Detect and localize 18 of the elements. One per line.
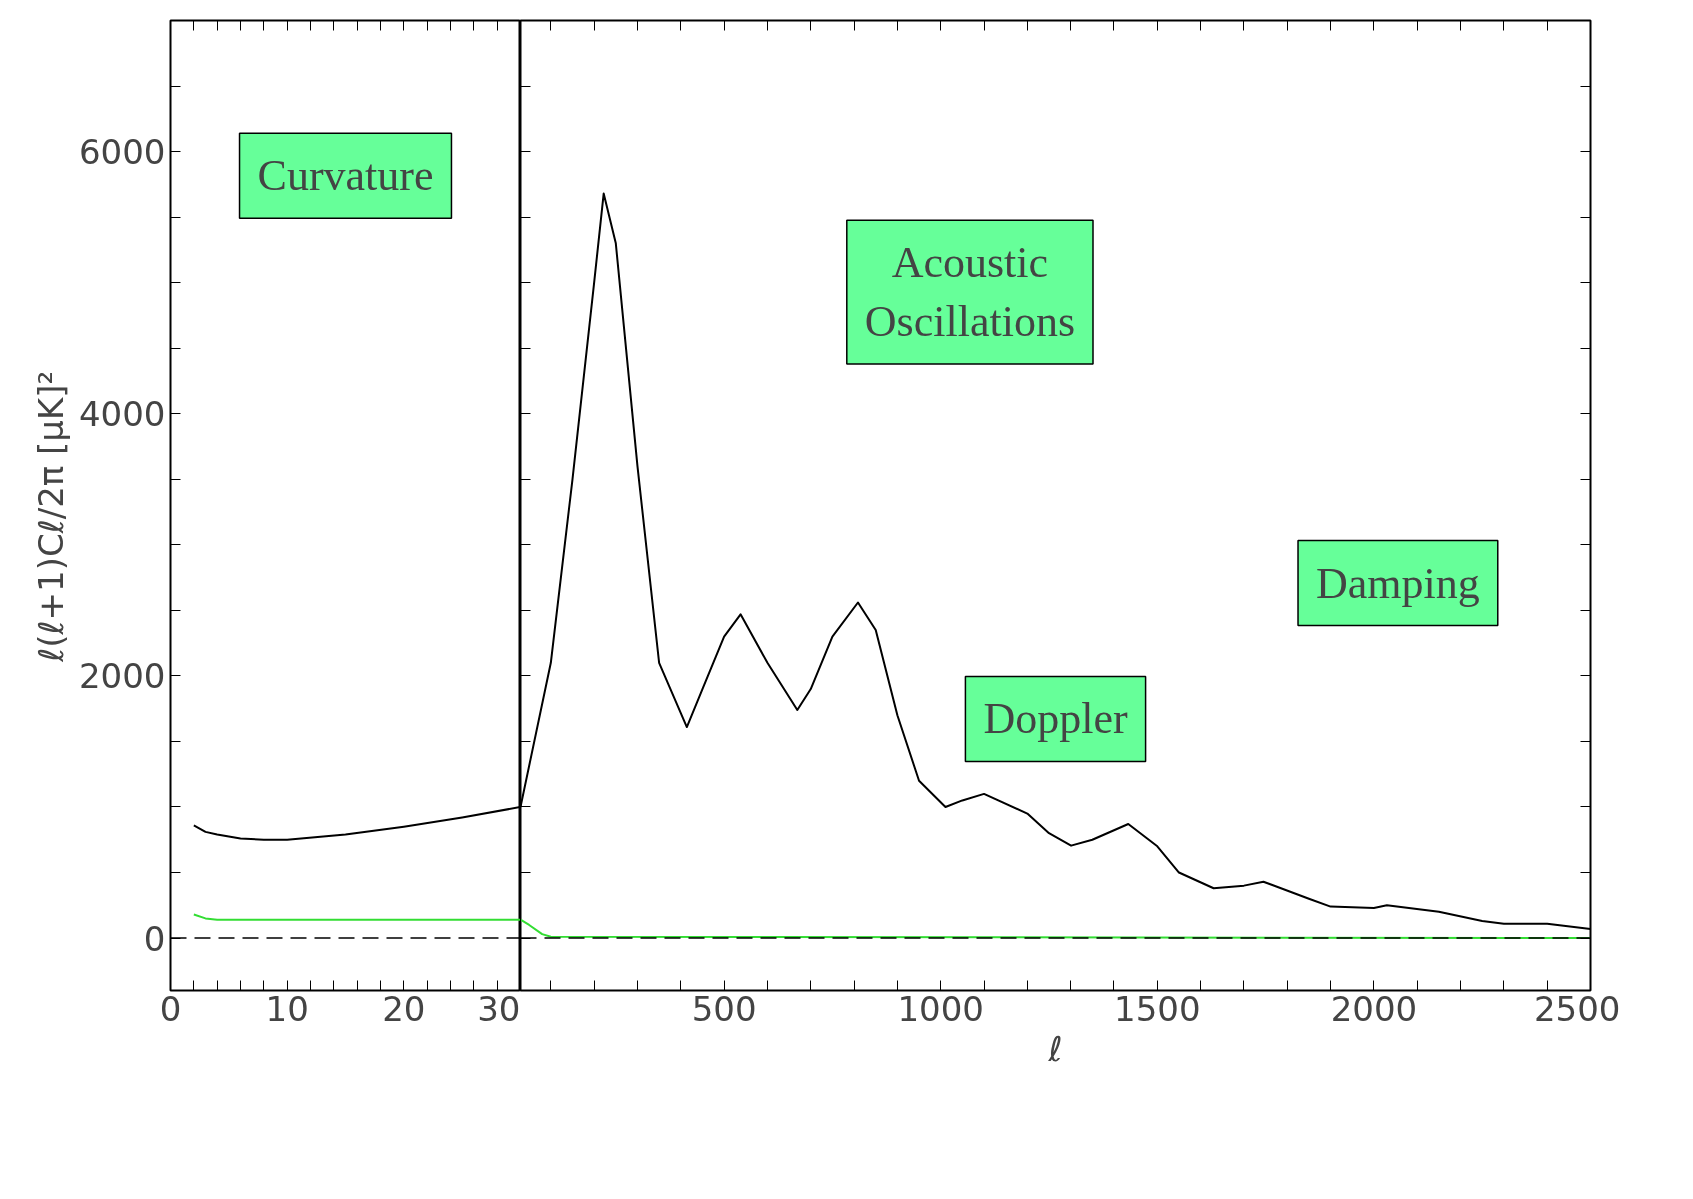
x-tick-label: 2000 <box>1330 988 1418 1029</box>
x-tick-label: 500 <box>691 988 757 1029</box>
x-axis-title: ℓ <box>1047 1028 1063 1069</box>
x-tick-label: 2500 <box>1533 988 1621 1029</box>
annotation: Damping <box>1316 558 1480 608</box>
x-tick-label: 20 <box>382 988 426 1029</box>
x-tick-label: 1000 <box>897 988 984 1029</box>
y-tick-label: 6000 <box>78 132 166 173</box>
y-tick-label: 2000 <box>78 656 166 697</box>
annotation: Doppler <box>983 694 1128 744</box>
x-tick-label: 10 <box>265 988 309 1029</box>
y-tick-label: 4000 <box>78 394 166 435</box>
x-tick-label: 30 <box>477 988 521 1029</box>
annotation: Acoustic Oscillations <box>864 238 1075 346</box>
annotation: Curvature <box>257 151 434 201</box>
x-tick-label: 1500 <box>1114 988 1201 1029</box>
y-tick-label: 0 <box>143 918 166 959</box>
y-axis-title: ℓ(ℓ+1)Cℓ/2π [μK]² <box>30 370 71 663</box>
